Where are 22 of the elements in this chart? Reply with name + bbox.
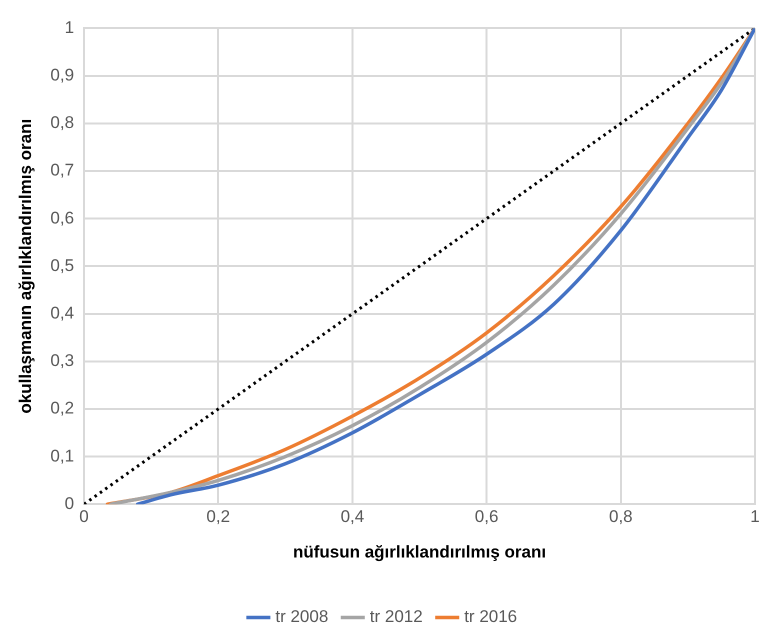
y-tick-label: 0,1 bbox=[50, 446, 74, 466]
y-tick-label: 0,8 bbox=[50, 113, 74, 132]
y-tick-label: 0,9 bbox=[50, 65, 74, 84]
y-tick-label: 0 bbox=[64, 494, 74, 513]
y-tick-label: 1 bbox=[64, 18, 74, 37]
x-tick-label: 0,4 bbox=[340, 507, 364, 526]
y-tick-label: 0,6 bbox=[50, 208, 74, 228]
legend-label: tr 2008 bbox=[275, 607, 328, 626]
x-tick-label: 0,2 bbox=[206, 507, 230, 526]
y-tick-label: 0,5 bbox=[50, 256, 74, 275]
y-tick-label: 0,3 bbox=[50, 351, 74, 370]
x-axis-title: nüfusun ağırlıklandırılmış oranı bbox=[292, 542, 546, 562]
x-tick-label: 0 bbox=[79, 507, 89, 526]
y-axis-title: okullaşmanın ağırlıklandırılmış oranı bbox=[16, 118, 35, 414]
legend-label: tr 2012 bbox=[370, 607, 423, 626]
x-tick-label: 0,6 bbox=[474, 507, 498, 526]
x-tick-label: 1 bbox=[750, 507, 760, 526]
y-tick-label: 0,7 bbox=[50, 160, 74, 180]
legend-label: tr 2016 bbox=[464, 607, 518, 626]
y-tick-label: 0,4 bbox=[50, 303, 74, 322]
y-tick-label: 0,2 bbox=[50, 398, 74, 418]
x-tick-label: 0,8 bbox=[608, 507, 633, 526]
